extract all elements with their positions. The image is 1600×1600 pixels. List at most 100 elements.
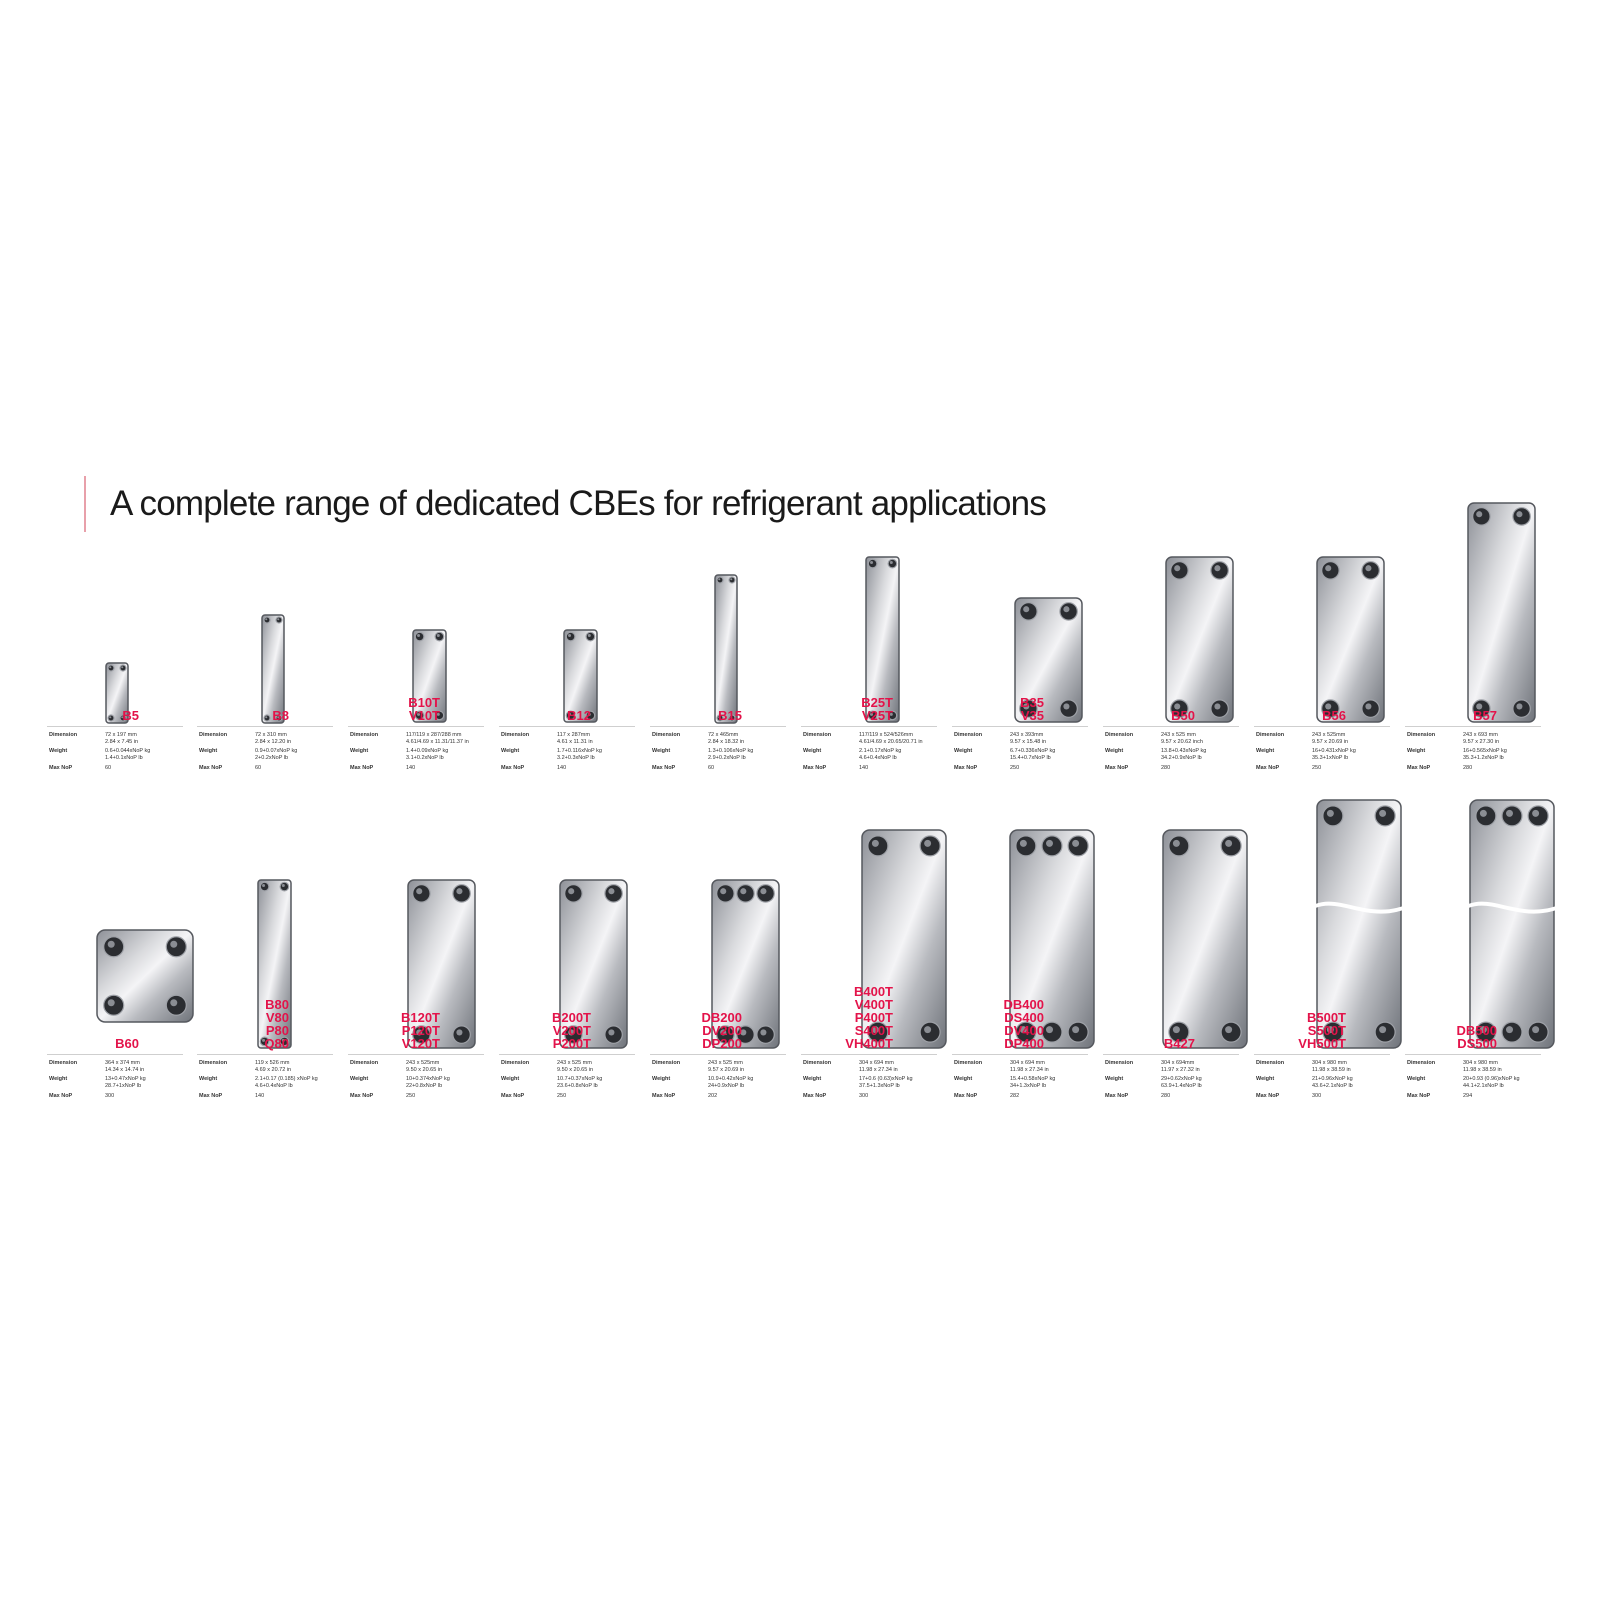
model-name: DP200 <box>702 1036 742 1051</box>
spec-label-dimension: Dimension <box>1256 1060 1285 1066</box>
spec-value-dimension: 243 x 525mm <box>1312 732 1346 738</box>
spec-label-weight: Weight <box>49 1076 68 1082</box>
model-name: V200T <box>552 1023 591 1038</box>
port-hole <box>103 936 125 958</box>
spec-label-max_nop: Max NoP <box>803 765 827 771</box>
spec-value-dimension: 9.50 x 20.65 in <box>406 1067 443 1073</box>
spec-label-weight: Weight <box>199 1076 218 1082</box>
spec-label-dimension: Dimension <box>954 732 983 738</box>
model-name: V400T <box>854 997 893 1012</box>
port-hole <box>259 881 270 892</box>
spec-value-weight: 1.3+0.106xNoP kg <box>708 748 754 754</box>
model-name: P80 <box>265 1023 289 1038</box>
spec-value-dimension: 4.61 x 11.31 in <box>557 739 593 745</box>
model-names: B25T V25T <box>823 696 893 722</box>
port-hole <box>434 710 445 721</box>
spec-value-dimension: 2.84 x 18.32 in <box>708 739 745 745</box>
spec-value-dimension: 11.98 x 38.59 in <box>1312 1067 1351 1073</box>
spec-value-dimension: 243 x 525 mm <box>557 1060 592 1066</box>
spec-value-dimension: 304 x 694 mm <box>859 1060 894 1066</box>
spec-divider <box>1405 1054 1541 1055</box>
port-hole <box>1067 835 1089 857</box>
spec-value-weight: 28.7+1xNoP lb <box>105 1083 142 1089</box>
port-hole <box>716 1025 735 1044</box>
spec-label-max_nop: Max NoP <box>501 765 525 771</box>
spec-value-max_nop: 140 <box>859 765 869 771</box>
spec-value-max_nop: 300 <box>1312 1093 1322 1099</box>
spec-value-weight: 63.9+1.4xNoP lb <box>1161 1083 1202 1089</box>
spec-table: Dimension 243 x 525mm 9.50 x 20.65 in Weigh… <box>350 1060 490 1110</box>
spec-label-weight: Weight <box>652 1076 671 1082</box>
port-hole <box>1019 699 1038 718</box>
spec-value-weight: 35.3+1.2xNoP lb <box>1463 755 1504 761</box>
port-hole <box>1374 805 1396 827</box>
model-names: B10T V10T <box>370 696 440 722</box>
port-hole <box>1067 1021 1089 1043</box>
port-hole <box>1015 1021 1037 1043</box>
spec-label-max_nop: Max NoP <box>954 765 978 771</box>
heat-exchanger-plate <box>105 662 129 724</box>
port-hole <box>263 714 271 722</box>
model-name: DB200 <box>701 1010 742 1025</box>
heat-exchanger-plate <box>714 574 738 724</box>
spec-divider <box>499 726 635 727</box>
spec-label-max_nop: Max NoP <box>1256 765 1280 771</box>
spec-value-weight: 21+0.96xNoP kg <box>1312 1076 1353 1082</box>
spec-value-dimension: 9.50 x 20.65 in <box>557 1067 594 1073</box>
model-name: B35 <box>1020 695 1044 710</box>
model-names: B120T P120T V120T <box>370 1011 440 1050</box>
spec-value-dimension: 304 x 980 mm <box>1312 1060 1347 1066</box>
heat-exchanger-plate <box>407 879 476 1049</box>
spec-value-weight: 1.4+0.1xNoP lb <box>105 755 143 761</box>
spec-table: Dimension 72 x 310 mm 2.84 x 12.20 in Weigh… <box>199 732 339 782</box>
spec-label-weight: Weight <box>350 1076 369 1082</box>
spec-divider <box>47 726 183 727</box>
spec-value-weight: 13+0.47xNoP kg <box>105 1076 146 1082</box>
spec-divider <box>499 1054 635 1055</box>
port-hole <box>1527 805 1549 827</box>
spec-value-weight: 3.2+0.3xNoP lb <box>557 755 595 761</box>
spec-divider <box>47 1054 183 1055</box>
spec-label-dimension: Dimension <box>350 732 379 738</box>
spec-value-dimension: 243 x 525mm <box>406 1060 440 1066</box>
spec-divider <box>952 726 1088 727</box>
model-names: B427 <box>1125 1037 1195 1050</box>
port-hole <box>275 616 283 624</box>
heat-exchanger-plate <box>1315 799 1403 1049</box>
spec-value-dimension: 243 x 393mm <box>1010 732 1044 738</box>
length-break-mark <box>1315 901 1403 914</box>
spec-table: Dimension 117 x 287mm 4.61 x 11.31 in Weigh… <box>501 732 641 782</box>
heat-exchanger-plate <box>1316 556 1385 723</box>
spec-label-weight: Weight <box>1407 1076 1426 1082</box>
spec-value-max_nop: 250 <box>557 1093 567 1099</box>
spec-value-weight: 17+0.6 (0.63)xNoP kg <box>859 1076 913 1082</box>
spec-value-weight: 35.3+1xNoP lb <box>1312 755 1349 761</box>
spec-value-max_nop: 202 <box>708 1093 718 1099</box>
spec-value-dimension: 11.98 x 27.34 in <box>859 1067 898 1073</box>
spec-value-dimension: 4.69 x 20.72 in <box>255 1067 292 1073</box>
heat-exchanger-plate <box>1468 799 1556 1049</box>
spec-label-max_nop: Max NoP <box>1407 1093 1431 1099</box>
spec-value-dimension: 11.97 x 27.32 in <box>1161 1067 1200 1073</box>
spec-value-weight: 16+0.565xNoP kg <box>1463 748 1507 754</box>
spec-label-max_nop: Max NoP <box>954 1093 978 1099</box>
model-name: B427 <box>1163 1036 1195 1051</box>
spec-label-dimension: Dimension <box>1105 732 1134 738</box>
spec-divider <box>650 726 786 727</box>
port-hole <box>1475 1021 1497 1043</box>
spec-label-weight: Weight <box>1256 1076 1275 1082</box>
model-names: DB200 DV200 DP200 <box>672 1011 742 1050</box>
port-hole <box>1059 602 1078 621</box>
model-names: B400T V400T P400T S400T VH400T <box>823 985 893 1050</box>
model-names: B12 <box>521 709 591 722</box>
port-hole <box>1361 699 1380 718</box>
model-name: P120T <box>401 1023 440 1038</box>
port-hole <box>604 884 623 903</box>
port-hole <box>728 714 736 722</box>
model-name: B200T <box>551 1010 591 1025</box>
model-name: P200T <box>552 1036 591 1051</box>
spec-value-dimension: 9.57 x 15.48 in <box>1010 739 1047 745</box>
spec-value-weight: 6.7+0.336xNoP kg <box>1010 748 1056 754</box>
spec-value-dimension: 243 x 525 mm <box>1161 732 1196 738</box>
heat-exchanger-plate <box>412 629 447 723</box>
